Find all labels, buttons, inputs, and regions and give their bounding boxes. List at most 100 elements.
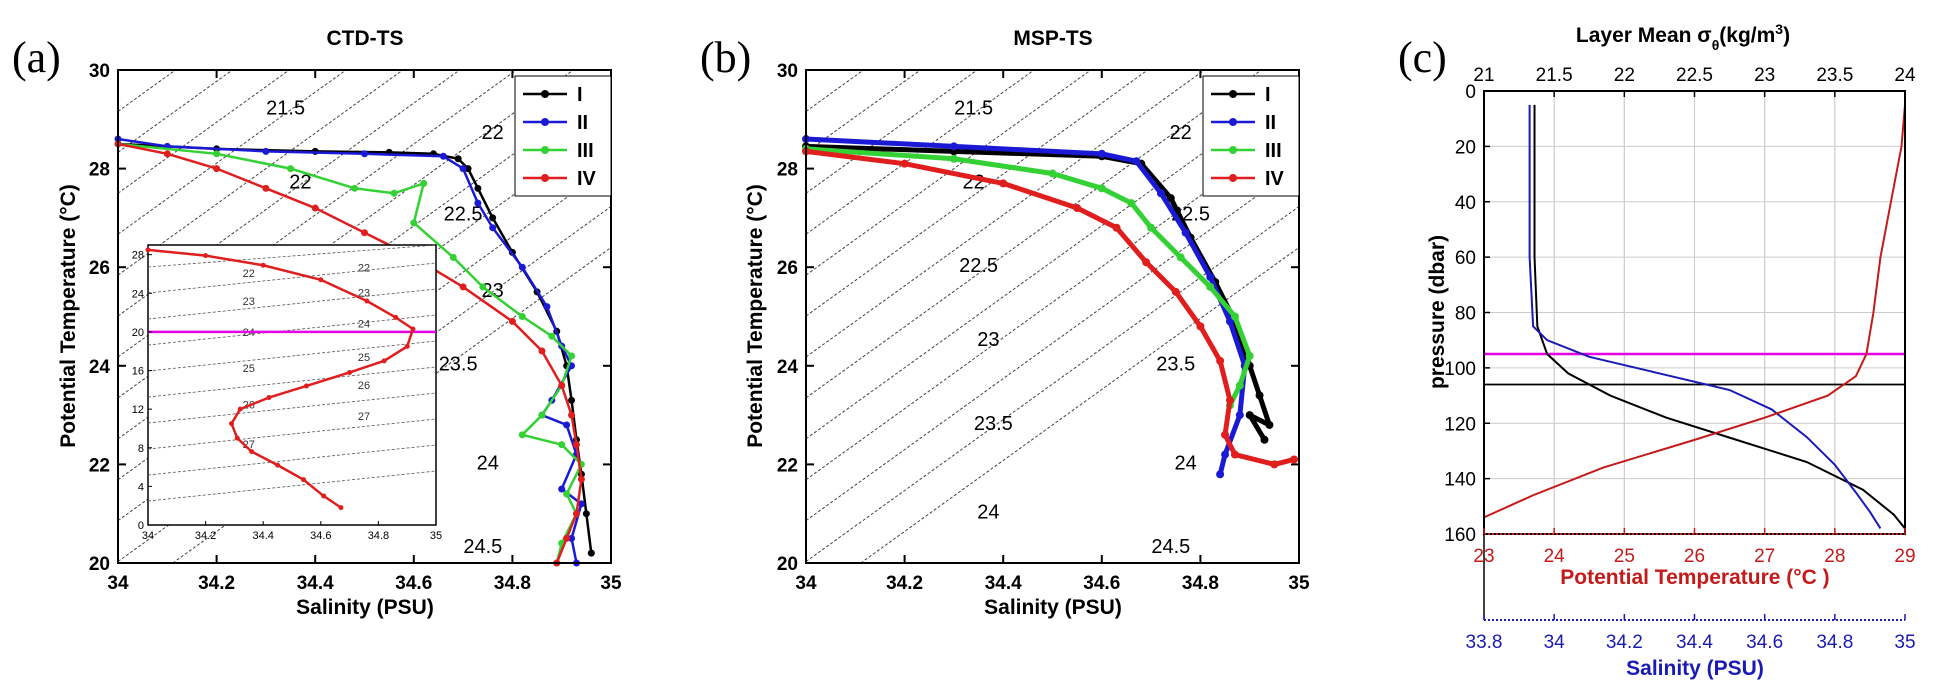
x-tick-label: 34.8 <box>494 573 531 594</box>
panel-b-ylabel: Potential Temperature (°C) <box>744 184 767 448</box>
series-IV-point <box>563 534 571 542</box>
panel-a-xlabel: Salinity (PSU) <box>296 596 434 619</box>
inset-x-tick-label: 34 <box>142 530 154 542</box>
series-II-point <box>1235 411 1244 420</box>
isopycnal-label: 24.5 <box>463 536 502 558</box>
isopycnal-line <box>805 165 1300 522</box>
y-tick-label: 20 <box>777 554 798 575</box>
legend-label-IV: IV <box>1265 168 1285 190</box>
x-tick-label: 34.6 <box>395 573 432 594</box>
isopycnal-label: 24.5 <box>1151 536 1190 558</box>
inset-frame <box>147 244 437 526</box>
series-I-point <box>454 155 462 163</box>
legend-label-I: I <box>1265 84 1271 106</box>
inset-series-point <box>237 406 243 412</box>
series-IV-point <box>1221 430 1230 439</box>
top-tick-label: 23.5 <box>1816 65 1853 86</box>
series-I-point <box>464 165 472 173</box>
top-tick-label: 22 <box>1614 65 1635 86</box>
series-IV-point <box>1171 287 1180 296</box>
series-I-point <box>1265 420 1274 429</box>
series-II-point <box>1132 157 1141 166</box>
series-III-line <box>805 146 1253 407</box>
inset-series-point <box>249 449 255 455</box>
x-tick-label: 34.4 <box>985 573 1022 594</box>
inset-isopycnal-label: 27 <box>358 411 370 423</box>
series-III-point <box>563 490 571 498</box>
series-I-point <box>1245 411 1254 420</box>
inset-y-tick-label: 4 <box>138 481 144 493</box>
panel-b: (b) MSP-TS 21.5222222.522.52323.523.5242… <box>700 27 1310 619</box>
isopycnal-label: 22 <box>482 122 504 144</box>
series-IV-point <box>1230 450 1239 459</box>
series-I-point <box>1255 391 1264 400</box>
series-II-point <box>1097 149 1106 158</box>
inset-x-tick-label: 34.6 <box>310 530 331 542</box>
top-tick-label: 22.5 <box>1676 65 1713 86</box>
series-IV-point <box>508 317 516 325</box>
panel-b-x-ticks: 34 34.2 34.4 34.6 34.8 35 <box>795 70 1310 594</box>
inset-series-line <box>147 248 415 509</box>
series-II-point <box>1225 317 1234 326</box>
panel-a-label: (a) <box>12 33 61 82</box>
isopycnal-line <box>117 69 574 399</box>
series-IV-point <box>572 441 580 449</box>
series-II-point <box>459 165 467 173</box>
series-II-point <box>543 303 551 311</box>
isopycnal-line <box>805 69 1205 358</box>
legend-label-I: I <box>577 84 583 106</box>
inset-isopycnal-label: 26 <box>358 380 370 392</box>
panel-c-salinity-label: Salinity (PSU) <box>1626 657 1764 680</box>
inset-isopycnal-label: 22 <box>358 262 370 274</box>
isopycnal-line <box>117 69 176 112</box>
inset-series-point <box>301 477 307 483</box>
series-II-point <box>1156 189 1165 198</box>
series-II-point <box>568 534 576 542</box>
series-II-point <box>949 142 958 151</box>
series-IV-point <box>900 159 909 168</box>
panel-c-ylabel: pressure (dbar) <box>1426 235 1449 389</box>
series-III-point <box>213 150 221 158</box>
pressure-tick-label: 100 <box>1444 359 1476 380</box>
inset-isopycnal-line <box>147 340 437 372</box>
series-III-point <box>558 441 566 449</box>
series-IV-line <box>805 148 1295 467</box>
inset-series-point <box>404 343 410 349</box>
isopycnal-line <box>117 69 290 194</box>
series-III-point <box>479 283 487 291</box>
panel-c-temperature-axis: 23 24 25 26 27 28 29 <box>1473 528 1916 567</box>
salinity-tick-label: 34.4 <box>1676 632 1713 653</box>
series-III-point <box>1147 223 1156 232</box>
top-tick-label: 21 <box>1473 65 1494 86</box>
isopycnal-line <box>805 69 978 194</box>
series-IV-point <box>568 411 576 419</box>
y-tick-label: 30 <box>89 61 110 82</box>
series-IV-point <box>1225 396 1234 405</box>
x-tick-label: 34.8 <box>1182 573 1219 594</box>
series-IV-point <box>262 184 270 192</box>
series-III-point <box>518 313 526 320</box>
panel-c-top-axis: 21 21.5 22 22.5 23 23.5 24 <box>1473 65 1916 97</box>
isopycnal-label: 24 <box>1174 452 1196 474</box>
series-IV-point <box>163 150 171 158</box>
series-I-point <box>568 396 576 404</box>
legend-label-III: III <box>1265 140 1282 162</box>
series-III-point <box>548 332 556 340</box>
series-III-point <box>1245 351 1254 360</box>
isopycnal-label: 22 <box>289 171 311 193</box>
series-II-point <box>1206 273 1215 282</box>
inset-series-point <box>321 493 327 499</box>
panel-a-isopycnal-labels: 21.5 22 22 22.5 23 23.5 24 24.5 <box>266 97 504 558</box>
isopycnal-label: 21.5 <box>266 97 305 119</box>
series-IV-point <box>999 179 1008 188</box>
series-III-point <box>1097 184 1106 193</box>
inset-series-point <box>266 395 272 401</box>
series-IV-point <box>1290 455 1299 464</box>
top-tick-label: 23 <box>1754 65 1775 86</box>
pressure-tick-label: 120 <box>1444 414 1476 435</box>
panel-b-xlabel: Salinity (PSU) <box>984 596 1122 619</box>
series-III-point <box>410 219 418 227</box>
